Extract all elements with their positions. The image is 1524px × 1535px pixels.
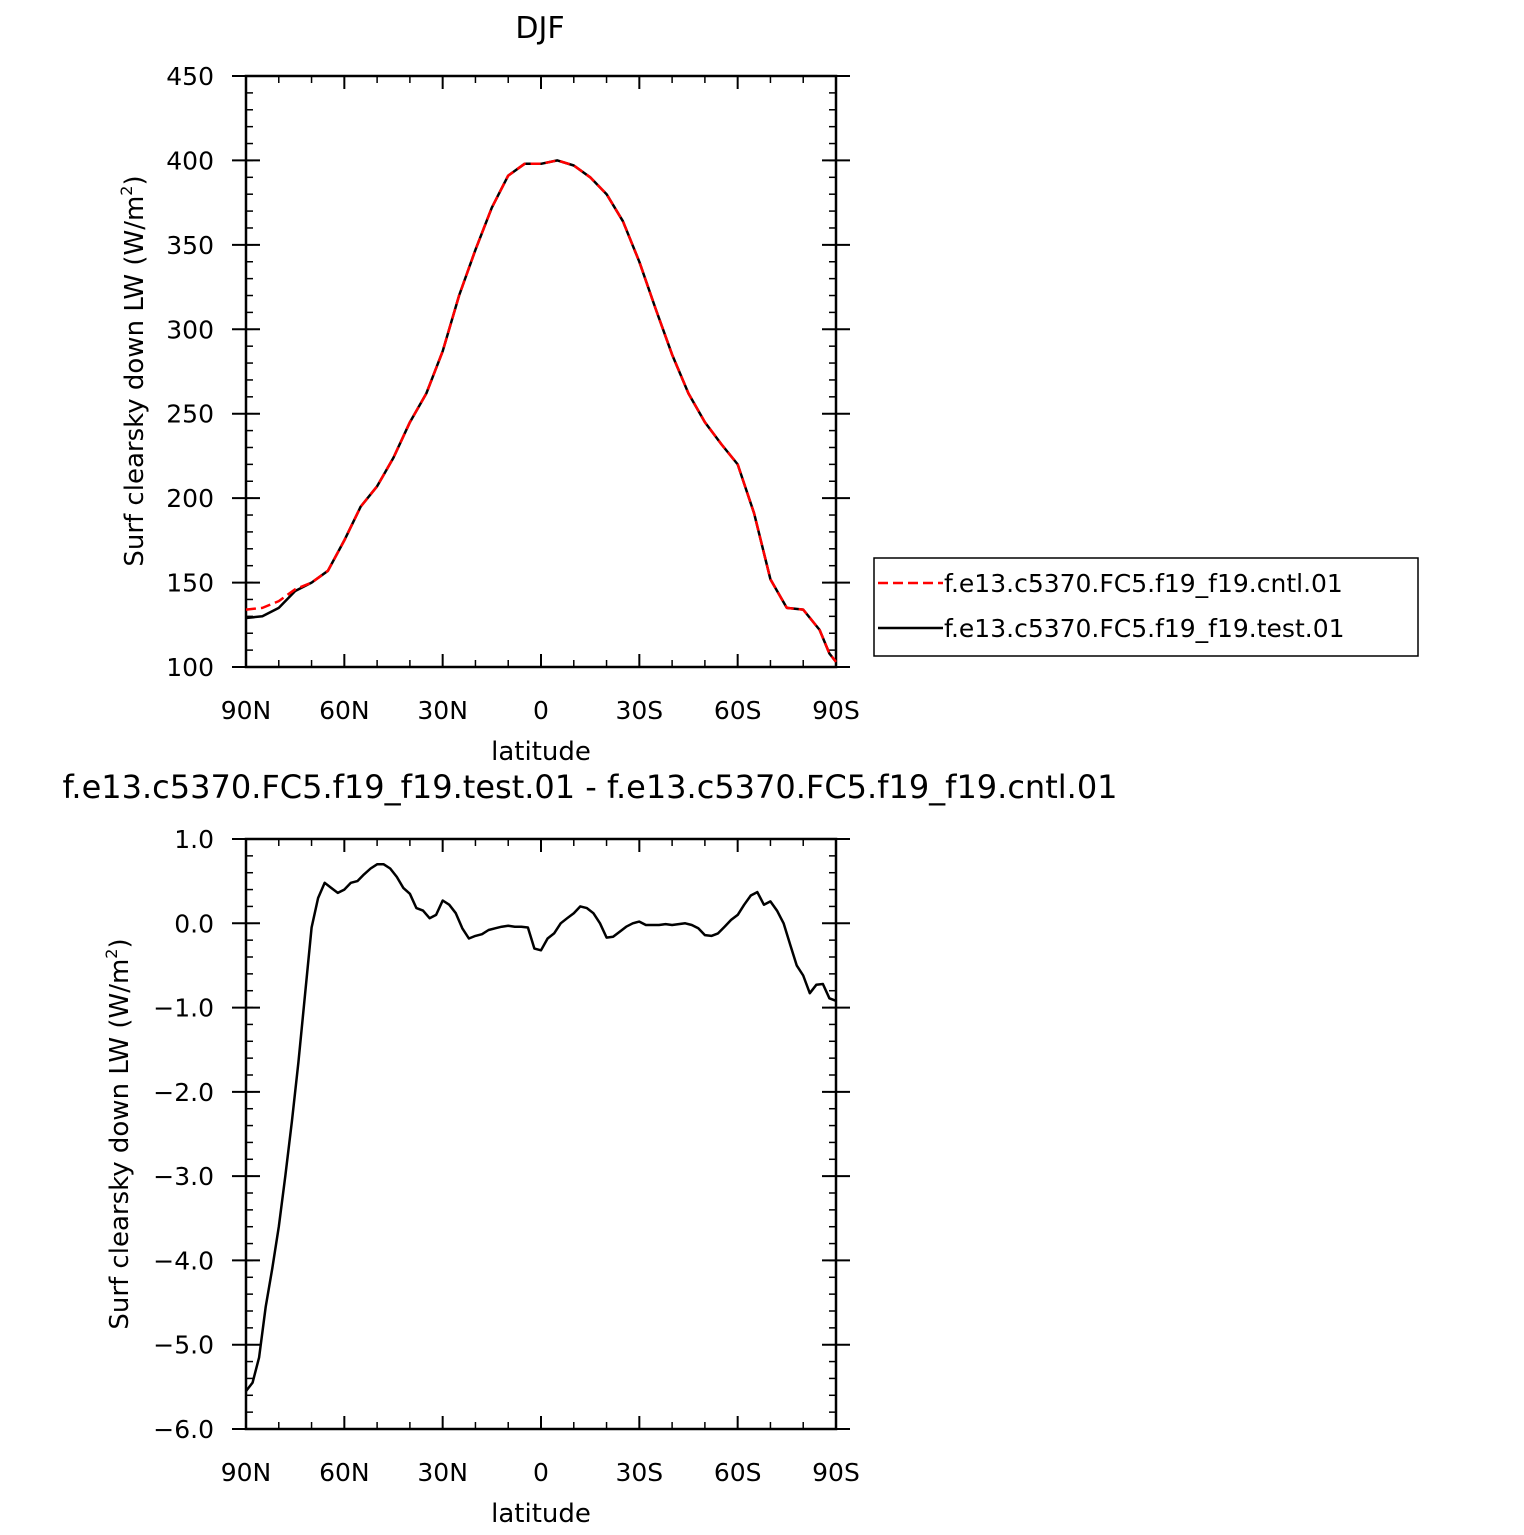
top-panel-title: DJF [515, 11, 564, 46]
x-tick-label: 90S [812, 696, 860, 725]
top-series-lines [245, 159, 837, 663]
series-line [245, 159, 837, 663]
top-panel: DJF 90N 60N 30N 0 30S 60S 90S 100 150 200 250 300 3… [117, 11, 860, 767]
y-tick-label: −4.0 [153, 1246, 214, 1275]
y-tick-label: 250 [166, 400, 214, 429]
bottom-panel-title: f.e13.c5370.FC5.f19_f19.test.01 - f.e13.… [62, 768, 1117, 806]
x-tick-label: 0 [533, 1458, 549, 1487]
x-tick-label: 0 [533, 696, 549, 725]
bottom-x-axis-label: latitude [491, 1499, 591, 1529]
y-tick-label: 450 [166, 62, 214, 91]
x-tick-label: 30N [417, 1458, 468, 1487]
series-line [245, 159, 837, 663]
series-line [245, 863, 837, 1392]
y-tick-label: 350 [166, 231, 214, 260]
legend-label-cntl: f.e13.c5370.FC5.f19_f19.cntl.01 [944, 569, 1343, 598]
bottom-panel: f.e13.c5370.FC5.f19_f19.test.01 - f.e13.… [62, 768, 1117, 1529]
y-tick-label: 100 [166, 653, 214, 682]
y-tick-label: 400 [166, 146, 214, 175]
x-tick-label: 30S [615, 696, 663, 725]
y-tick-label: −6.0 [153, 1415, 214, 1444]
x-tick-label: 60S [714, 696, 762, 725]
y-tick-label: −2.0 [153, 1078, 214, 1107]
y-tick-label: −1.0 [153, 994, 214, 1023]
y-tick-label: 300 [166, 315, 214, 344]
y-tick-label: 150 [166, 569, 214, 598]
x-tick-label: 30N [417, 696, 468, 725]
x-tick-label: 90N [221, 1458, 272, 1487]
bottom-x-tick-labels: 90N 60N 30N 0 30S 60S 90S [221, 1458, 860, 1487]
top-axis-ticks [232, 75, 850, 668]
y-tick-label: 200 [166, 484, 214, 513]
legend-box [873, 557, 1419, 657]
bottom-series-lines [245, 863, 837, 1392]
top-y-tick-labels: 100 150 200 250 300 350 400 450 [166, 62, 214, 682]
x-tick-label: 60S [714, 1458, 762, 1487]
bottom-plot-frame [244, 837, 838, 1431]
x-tick-label: 90N [221, 696, 272, 725]
bottom-axis-ticks [232, 838, 850, 1430]
top-x-tick-labels: 90N 60N 30N 0 30S 60S 90S [221, 696, 860, 725]
bottom-y-axis-label: Surf clearsky down LW (W/m2) [102, 938, 135, 1329]
legend: f.e13.c5370.FC5.f19_f19.cntl.01 f.e13.c5… [873, 557, 1419, 657]
x-tick-label: 30S [615, 1458, 663, 1487]
y-tick-label: 1.0 [174, 825, 214, 854]
x-tick-label: 90S [812, 1458, 860, 1487]
top-x-axis-label: latitude [491, 737, 591, 767]
legend-label-test: f.e13.c5370.FC5.f19_f19.test.01 [944, 614, 1345, 643]
y-tick-label: −3.0 [153, 1162, 214, 1191]
bottom-y-tick-labels: 1.0 0.0 −1.0 −2.0 −3.0 −4.0 −5.0 −6.0 [153, 825, 214, 1444]
x-tick-label: 60N [319, 1458, 370, 1487]
y-tick-label: 0.0 [174, 909, 214, 938]
y-tick-label: −5.0 [153, 1331, 214, 1360]
top-y-axis-label: Surf clearsky down LW (W/m2) [117, 175, 150, 566]
x-tick-label: 60N [319, 696, 370, 725]
